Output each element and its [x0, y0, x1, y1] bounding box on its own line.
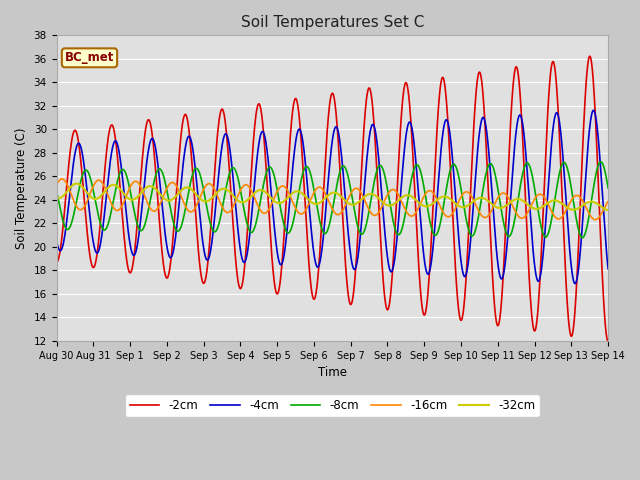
-4cm — [237, 250, 244, 256]
Line: -2cm: -2cm — [56, 56, 608, 342]
-8cm — [52, 188, 60, 194]
-32cm — [52, 195, 60, 201]
-16cm — [591, 217, 599, 223]
-8cm — [175, 228, 183, 233]
-4cm — [52, 238, 60, 243]
-8cm — [237, 190, 244, 195]
-2cm — [418, 302, 426, 308]
-4cm — [572, 281, 579, 287]
-2cm — [539, 222, 547, 228]
-2cm — [604, 339, 612, 345]
-8cm — [604, 185, 612, 191]
Line: -8cm: -8cm — [56, 162, 608, 238]
-32cm — [419, 202, 426, 208]
-4cm — [418, 233, 426, 239]
Line: -32cm: -32cm — [56, 183, 608, 210]
-8cm — [579, 235, 586, 240]
-4cm — [175, 200, 183, 206]
-2cm — [52, 259, 60, 265]
-2cm — [490, 295, 498, 300]
-16cm — [58, 176, 66, 182]
Text: BC_met: BC_met — [65, 51, 114, 64]
-16cm — [419, 197, 426, 203]
-2cm — [175, 153, 183, 158]
-16cm — [237, 186, 245, 192]
-2cm — [162, 274, 170, 279]
-32cm — [176, 189, 184, 195]
-4cm — [162, 236, 170, 241]
-16cm — [604, 198, 612, 204]
-32cm — [72, 180, 80, 186]
-8cm — [490, 167, 498, 172]
-8cm — [539, 229, 547, 235]
-16cm — [176, 190, 184, 195]
-2cm — [237, 286, 244, 291]
Line: -4cm: -4cm — [56, 110, 608, 284]
-16cm — [163, 187, 170, 192]
-8cm — [162, 182, 170, 188]
Legend: -2cm, -4cm, -8cm, -16cm, -32cm: -2cm, -4cm, -8cm, -16cm, -32cm — [125, 394, 540, 417]
-16cm — [490, 202, 498, 208]
-32cm — [490, 203, 498, 209]
X-axis label: Time: Time — [318, 366, 347, 379]
Title: Soil Temperatures Set C: Soil Temperatures Set C — [241, 15, 424, 30]
Line: -16cm: -16cm — [56, 179, 608, 220]
-4cm — [490, 216, 498, 222]
-8cm — [597, 159, 605, 165]
-4cm — [539, 257, 547, 263]
-32cm — [604, 207, 612, 213]
-32cm — [163, 197, 170, 203]
Y-axis label: Soil Temperature (C): Soil Temperature (C) — [15, 127, 28, 249]
-4cm — [604, 266, 612, 272]
-16cm — [539, 193, 547, 199]
-2cm — [586, 53, 593, 59]
-4cm — [589, 108, 597, 113]
-32cm — [539, 204, 547, 209]
-8cm — [418, 174, 426, 180]
-16cm — [52, 182, 60, 188]
-32cm — [237, 199, 245, 205]
